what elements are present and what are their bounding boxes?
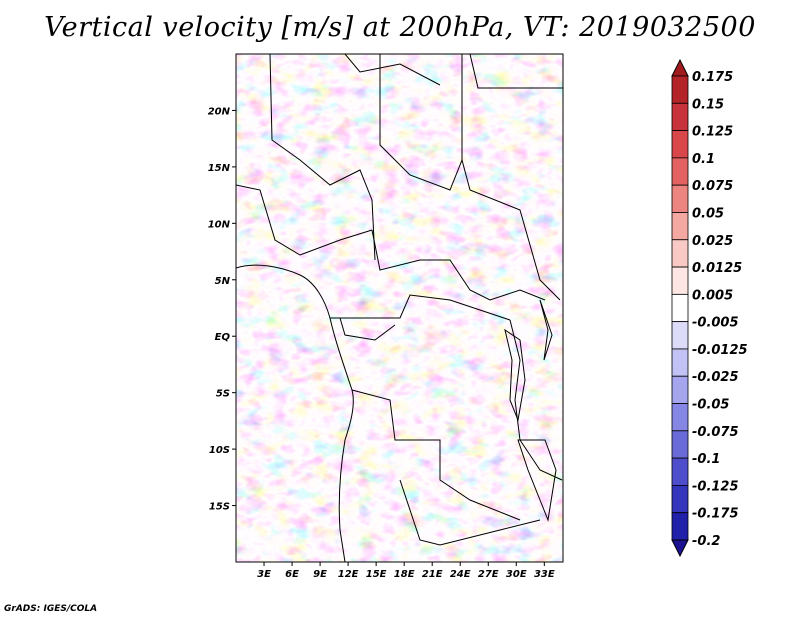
colorbar-label: 0.175 (692, 70, 733, 85)
lat-tick-label: 20N (208, 106, 231, 117)
colorbar-label: -0.125 (692, 479, 739, 494)
lon-tick-label: 27E (478, 569, 499, 580)
colorbar-label: 0.05 (692, 206, 724, 221)
lon-tick-label: 15E (366, 569, 387, 580)
colorbar-label: 0.1 (692, 152, 715, 167)
lat-tick-label: 5N (215, 276, 231, 287)
lon-tick-label: 33E (534, 569, 555, 580)
lon-tick-label: 6E (285, 569, 299, 580)
colorbar-label: -0.2 (692, 534, 720, 549)
velocity-field (236, 54, 563, 562)
colorbar-label: -0.05 (692, 398, 729, 413)
lat-tick-label: 5S (216, 389, 230, 400)
lon-tick-label: 24E (450, 569, 471, 580)
lat-tick-label: 10N (208, 219, 231, 230)
lon-tick-label: 21E (422, 569, 443, 580)
colorbar-label: -0.175 (692, 507, 739, 522)
lon-tick-label: 3E (257, 569, 271, 580)
colorbar-segment (671, 348, 689, 377)
colorbar-segment (671, 266, 689, 295)
lon-tick-label: 18E (394, 569, 415, 580)
country-borders (236, 54, 563, 562)
colorbar-segment (671, 403, 689, 432)
lat-tick-label: 15S (209, 502, 230, 513)
lat-tick-label: 15N (208, 163, 231, 174)
colorbar-segment (671, 157, 689, 186)
page-title: Vertical velocity [m/s] at 200hPa, VT: 2… (44, 12, 756, 43)
lon-tick-label: 12E (338, 569, 359, 580)
colorbar-segment (671, 102, 689, 131)
lat-tick-label: 10S (209, 445, 230, 456)
colorbar-segment (671, 539, 689, 558)
colorbar-segment (671, 485, 689, 514)
colorbar-segment (671, 512, 689, 541)
colorbar-label: 0.005 (692, 288, 733, 303)
colorbar-segment (671, 184, 689, 213)
colorbar-label: -0.075 (692, 425, 739, 440)
colorbar-segment (671, 58, 689, 77)
colorbar-label: 0.025 (692, 234, 733, 249)
colorbar-label: -0.025 (692, 370, 739, 385)
lat-tick-label: EQ (215, 332, 231, 343)
colorbar-segment (671, 457, 689, 486)
colorbar-label: -0.0125 (692, 343, 748, 358)
colorbar-segment (671, 75, 689, 104)
colorbar-segment (671, 212, 689, 241)
colorbar-segment (671, 239, 689, 268)
footer-credit: GrADS: IGES/COLA (4, 604, 98, 614)
colorbar-segment (671, 375, 689, 404)
map-frame (235, 53, 564, 563)
colorbar-label: 0.125 (692, 125, 733, 140)
lon-tick-label: 9E (313, 569, 327, 580)
colorbar-label: -0.1 (692, 452, 720, 467)
colorbar: 0.175 0.15 0.125 0.1 0.075 0.05 0.025 0.0125 0.0… (671, 58, 748, 558)
colorbar-segment (671, 293, 689, 323)
colorbar-segment (671, 130, 689, 159)
colorbar-segment (671, 430, 689, 459)
colorbar-label: 0.15 (692, 97, 724, 112)
colorbar-label: 0.075 (692, 179, 733, 194)
lon-tick-label: 30E (506, 569, 527, 580)
longitude-axis: 3E 6E 9E 12E 15E 18E 21E 24E 27E 30E 33E (257, 562, 555, 580)
colorbar-label: -0.005 (692, 316, 739, 331)
latitude-axis: 20N 15N 10N 5N EQ 5S 10S 15S (208, 106, 236, 513)
colorbar-label: 0.0125 (692, 261, 742, 276)
colorbar-segment (671, 321, 689, 350)
